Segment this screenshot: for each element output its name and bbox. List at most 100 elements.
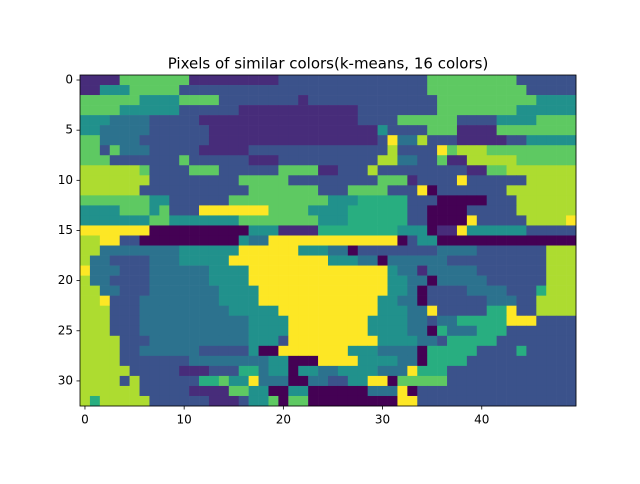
heatmap-cell [149, 365, 160, 377]
heatmap-cell [417, 155, 428, 166]
heatmap-cell [546, 245, 557, 256]
heatmap-cell [526, 85, 537, 96]
heatmap-cell [337, 225, 349, 236]
heatmap-cell [228, 315, 240, 327]
heatmap-cell [258, 145, 269, 156]
heatmap-cell [80, 195, 91, 206]
heatmap-cell [228, 325, 240, 337]
heatmap-cell [278, 385, 289, 397]
heatmap-cell [80, 155, 91, 166]
heatmap-cell [496, 165, 507, 176]
heatmap-cell [278, 75, 289, 86]
heatmap-cell [258, 75, 269, 86]
heatmap-cell [397, 145, 408, 156]
heatmap-cell [159, 275, 170, 286]
heatmap-cell [387, 315, 398, 327]
heatmap-cell [417, 295, 428, 306]
heatmap-cell [99, 155, 111, 166]
heatmap-cell [427, 365, 438, 377]
heatmap-cell [129, 375, 140, 387]
heatmap-cell [119, 225, 130, 236]
heatmap-cell [546, 185, 557, 196]
heatmap-cell [169, 75, 180, 86]
heatmap-cell [159, 305, 170, 317]
heatmap-cell [119, 185, 130, 196]
heatmap-cell [99, 205, 111, 216]
heatmap-cell [119, 195, 130, 206]
heatmap-cell [427, 135, 438, 146]
heatmap-cell [318, 105, 329, 116]
heatmap-cell [159, 155, 170, 166]
heatmap-cell [456, 305, 468, 317]
heatmap-cell [218, 375, 230, 387]
heatmap-cell [347, 135, 359, 146]
heatmap-cell [377, 365, 388, 377]
heatmap-cell [337, 145, 349, 156]
heatmap-cell [357, 105, 368, 116]
heatmap-cell [278, 115, 289, 126]
heatmap-cell [199, 245, 210, 256]
heatmap-cell [129, 255, 140, 266]
heatmap-cell [328, 115, 339, 126]
heatmap-cell [80, 135, 91, 146]
heatmap-cell [347, 275, 359, 286]
heatmap-cell [397, 125, 408, 136]
heatmap-cell [566, 85, 577, 96]
heatmap-cell [298, 385, 309, 397]
heatmap-cell [447, 225, 458, 236]
heatmap-cell [159, 145, 170, 156]
heatmap-cell [447, 185, 458, 196]
heatmap-cell [298, 395, 309, 407]
heatmap-cell [288, 305, 299, 317]
heatmap-cell [456, 265, 468, 276]
heatmap-cell [169, 305, 180, 317]
heatmap-cell [506, 325, 517, 337]
heatmap-cell [308, 295, 319, 306]
heatmap-cell [169, 345, 180, 357]
heatmap-cell [546, 145, 557, 156]
heatmap-cell [387, 85, 398, 96]
heatmap-cell [486, 185, 497, 196]
heatmap-cell [228, 285, 240, 296]
heatmap-cell [278, 275, 289, 286]
heatmap-cell [417, 165, 428, 176]
heatmap-cell [159, 375, 170, 387]
heatmap-cell [526, 265, 537, 276]
heatmap-cell [447, 345, 458, 357]
heatmap-cell [248, 235, 259, 246]
heatmap-cell [129, 75, 140, 86]
heatmap-cell [238, 265, 249, 276]
heatmap-cell [159, 355, 170, 367]
heatmap-cell [109, 355, 120, 367]
heatmap-cell [169, 335, 180, 347]
heatmap-cell [546, 275, 557, 286]
heatmap-cell [99, 165, 111, 176]
heatmap-cell [199, 135, 210, 146]
heatmap-cell [328, 295, 339, 306]
heatmap-cell [476, 165, 488, 176]
heatmap-cell [476, 365, 488, 377]
heatmap-cell [199, 155, 210, 166]
heatmap-cell [169, 125, 180, 136]
heatmap-cell [337, 185, 349, 196]
heatmap-cell [337, 115, 349, 126]
heatmap-cell [208, 365, 220, 377]
heatmap-cell [99, 115, 111, 126]
heatmap-cell [258, 335, 269, 347]
heatmap-cell [119, 125, 130, 136]
heatmap-cell [139, 165, 150, 176]
heatmap-cell [228, 375, 240, 387]
heatmap-cell [476, 315, 488, 327]
heatmap-cell [347, 185, 359, 196]
heatmap-cell [427, 275, 438, 286]
heatmap-cell [89, 375, 101, 387]
heatmap-cell [496, 315, 507, 327]
heatmap-cell [288, 245, 299, 256]
heatmap-cell [80, 395, 91, 407]
heatmap-cell [268, 235, 279, 246]
heatmap-cell [387, 105, 398, 116]
heatmap-cell [486, 335, 497, 347]
heatmap-cell [308, 225, 319, 236]
heatmap-cell [228, 185, 240, 196]
heatmap-cell [228, 345, 240, 357]
